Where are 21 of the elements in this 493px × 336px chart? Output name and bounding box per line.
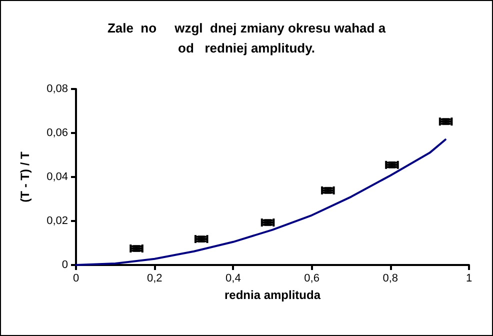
point [324, 186, 332, 194]
x-tick-label: 0,8 [382, 272, 398, 284]
y-axis-title: (T - T) / T [18, 151, 32, 202]
y-tick-label: 0 [62, 259, 68, 271]
x-tick-label: 0,6 [304, 272, 320, 284]
x-tick-label: 1 [466, 272, 472, 284]
y-tick-label: 0,02 [46, 215, 68, 227]
point [442, 118, 450, 126]
y-tick-label: 0,08 [46, 83, 68, 95]
point [198, 236, 205, 243]
x-tick-label: 0,2 [146, 272, 162, 284]
chart-title: Zale no wzgl dnej zmiany okresu wahad a od redniej amplitudy. [107, 20, 386, 56]
x-axis-title: rednia amplituda [224, 288, 321, 302]
point [264, 219, 272, 226]
point [388, 161, 396, 168]
point [133, 245, 140, 252]
y-tick-label: 0,06 [46, 127, 68, 139]
y-tick-label: 0,04 [46, 171, 68, 183]
x-tick-label: 0 [72, 272, 80, 284]
x-tick-label: 0,4 [226, 272, 241, 284]
line-series [75, 138, 446, 266]
